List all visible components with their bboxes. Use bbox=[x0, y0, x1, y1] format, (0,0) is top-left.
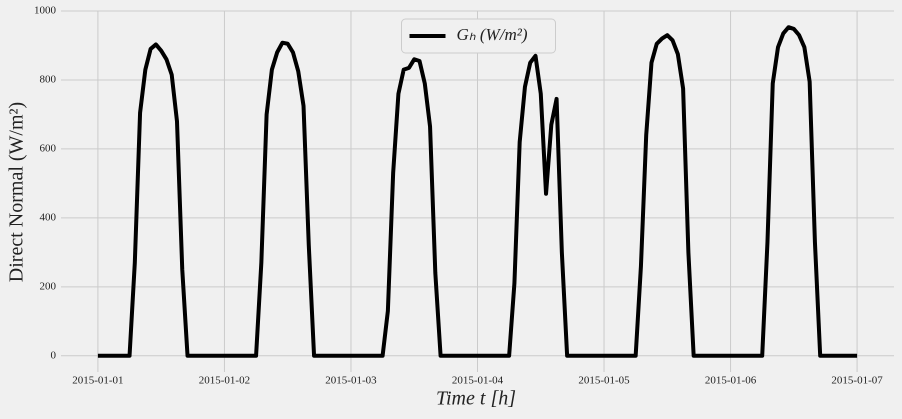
legend-box bbox=[401, 18, 556, 54]
x-tick-label: 2015-01-03 bbox=[325, 375, 377, 387]
x-tick-label: 2015-01-05 bbox=[578, 375, 630, 387]
x-tick-label: 2015-01-07 bbox=[831, 375, 883, 387]
x-tick-label: 2015-01-02 bbox=[199, 375, 250, 387]
y-tick-label: 1000 bbox=[34, 5, 57, 17]
grid bbox=[61, 10, 894, 372]
x-tick-label: 2015-01-01 bbox=[72, 375, 123, 387]
y-tick-label: 200 bbox=[40, 280, 57, 292]
data-line bbox=[97, 25, 858, 358]
x-axis-label: Time t [h] bbox=[436, 388, 516, 410]
legend: Gₕ (W/m²) bbox=[401, 18, 556, 54]
y-tick-label: 0 bbox=[51, 349, 57, 361]
y-tick-label: 600 bbox=[40, 142, 57, 154]
legend-label: Gₕ (W/m²) bbox=[457, 25, 528, 44]
y-tick-label: 800 bbox=[40, 73, 57, 85]
y-tick-label: 400 bbox=[40, 211, 57, 223]
x-tick-label: 2015-01-04 bbox=[452, 375, 504, 387]
x-tick-label: 2015-01-06 bbox=[705, 375, 757, 387]
y-axis-label: Direct Normal (W/m²) bbox=[6, 102, 28, 282]
